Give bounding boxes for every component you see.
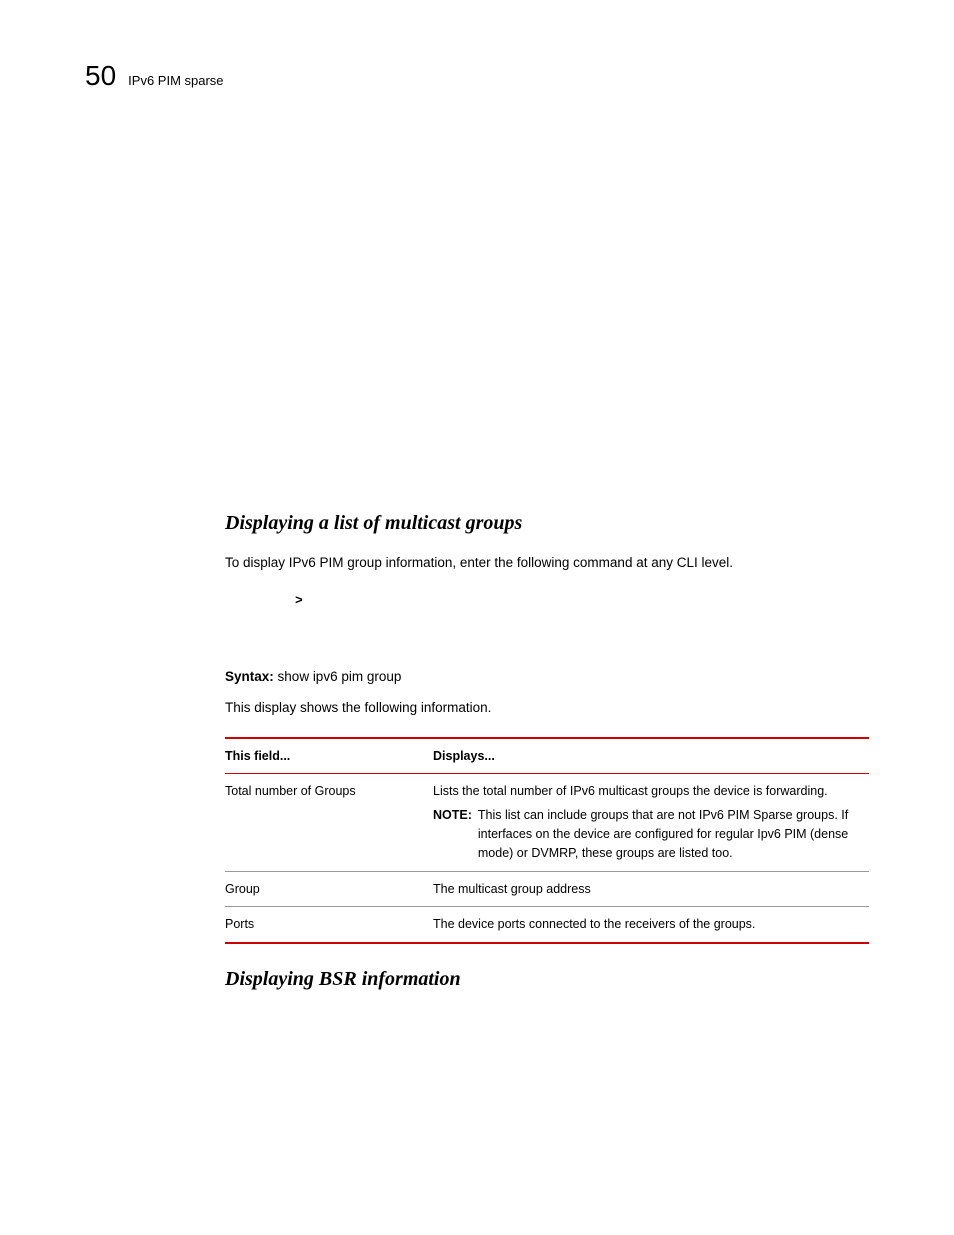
post-syntax-text: This display shows the following informa… bbox=[225, 698, 869, 718]
table-header-displays: Displays... bbox=[433, 738, 869, 774]
table-header-row: This field... Displays... bbox=[225, 738, 869, 774]
page-header: 50 IPv6 PIM sparse bbox=[85, 60, 869, 92]
note-text: This list can include groups that are no… bbox=[478, 806, 861, 862]
main-content: Displaying a list of multicast groups To… bbox=[225, 512, 869, 991]
table-row: Group The multicast group address bbox=[225, 871, 869, 907]
cell-field: Total number of Groups bbox=[225, 773, 433, 871]
note-row: NOTE: This list can include groups that … bbox=[433, 806, 861, 862]
cell-display: Lists the total number of IPv6 multicast… bbox=[433, 773, 869, 871]
cell-display: The multicast group address bbox=[433, 871, 869, 907]
syntax-command: show ipv6 pim group bbox=[278, 669, 402, 684]
fields-table: This field... Displays... Total number o… bbox=[225, 737, 869, 945]
page-container: 50 IPv6 PIM sparse Displaying a list of … bbox=[0, 0, 954, 1235]
cli-block: > bbox=[295, 591, 869, 609]
table-row: Total number of Groups Lists the total n… bbox=[225, 773, 869, 871]
intro-paragraph: To display IPv6 PIM group information, e… bbox=[225, 553, 869, 573]
syntax-label: Syntax: bbox=[225, 669, 274, 684]
section-heading-bsr: Displaying BSR information bbox=[225, 968, 869, 991]
note-label: NOTE: bbox=[433, 806, 472, 862]
cell-display: The device ports connected to the receiv… bbox=[433, 907, 869, 943]
header-title: IPv6 PIM sparse bbox=[128, 73, 223, 88]
table-row: Ports The device ports connected to the … bbox=[225, 907, 869, 943]
section-heading-multicast: Displaying a list of multicast groups bbox=[225, 512, 869, 535]
cli-prompt: > bbox=[295, 593, 303, 608]
chapter-number: 50 bbox=[85, 60, 116, 92]
cell-field: Ports bbox=[225, 907, 433, 943]
cell-display-main: Lists the total number of IPv6 multicast… bbox=[433, 784, 828, 798]
syntax-line: Syntax: show ipv6 pim group bbox=[225, 669, 869, 684]
table-header-field: This field... bbox=[225, 738, 433, 774]
cell-field: Group bbox=[225, 871, 433, 907]
